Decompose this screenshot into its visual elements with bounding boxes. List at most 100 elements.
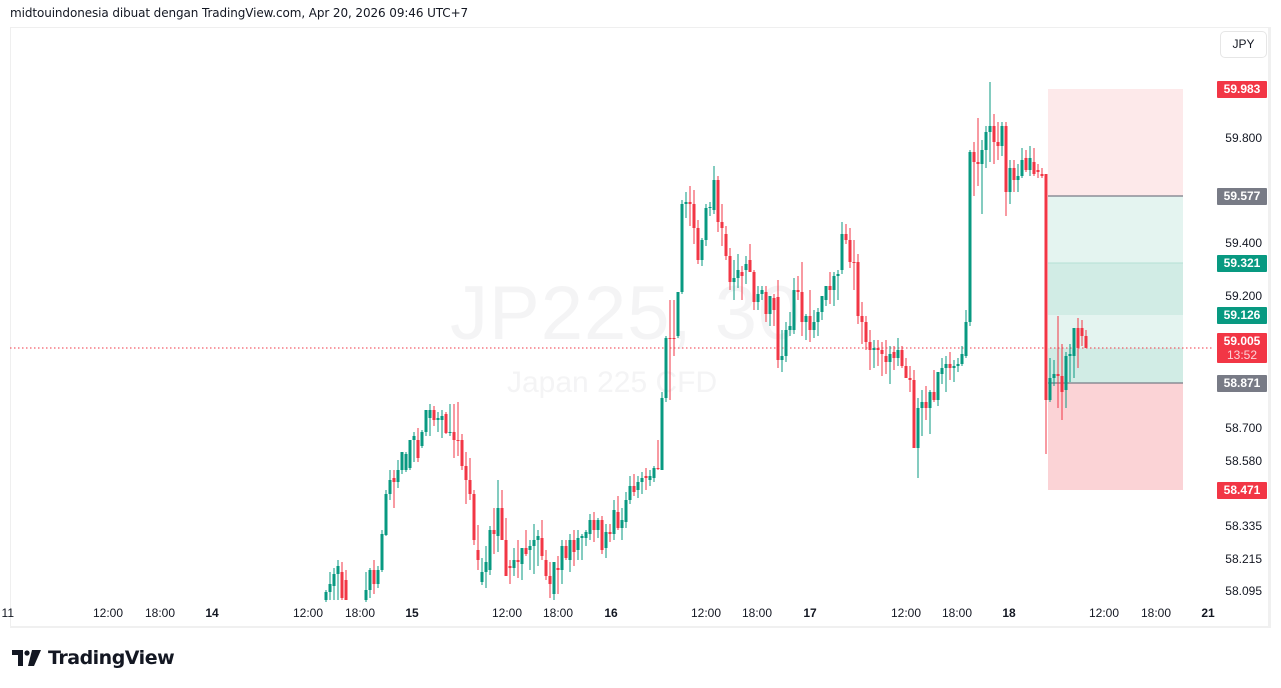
candle bbox=[1012, 160, 1016, 192]
candle bbox=[420, 430, 424, 448]
position-line-tag-value: 59.577 bbox=[1223, 189, 1261, 203]
candle bbox=[488, 526, 492, 575]
candle bbox=[924, 386, 928, 420]
candle bbox=[876, 340, 880, 366]
candle bbox=[576, 530, 580, 560]
candle bbox=[692, 190, 696, 244]
candle bbox=[408, 440, 412, 470]
candle bbox=[1000, 122, 1004, 156]
candle bbox=[880, 342, 884, 376]
candle bbox=[640, 472, 644, 494]
candle bbox=[380, 530, 384, 572]
time-axis-hour-label: 11 bbox=[1, 606, 14, 620]
candle bbox=[828, 272, 832, 304]
candle bbox=[860, 302, 864, 344]
entry-tag[interactable]: 58.871 bbox=[1217, 375, 1267, 392]
candle bbox=[968, 150, 972, 326]
candle bbox=[496, 480, 500, 552]
candle bbox=[672, 300, 676, 356]
candle bbox=[412, 432, 416, 462]
price-tick-label: 59.800 bbox=[1225, 131, 1262, 145]
tradingview-logo[interactable]: TradingView bbox=[12, 646, 175, 670]
candle bbox=[628, 476, 632, 504]
candle bbox=[676, 292, 680, 338]
price-tick-label: 58.095 bbox=[1225, 584, 1262, 598]
candle bbox=[520, 548, 524, 580]
upper-target-zone[interactable] bbox=[1048, 196, 1183, 263]
stop-level-tag[interactable]: 59.983 bbox=[1217, 81, 1267, 98]
candle bbox=[484, 546, 488, 588]
time-axis-hour-label: 12:00 bbox=[491, 606, 523, 620]
candle bbox=[852, 240, 856, 290]
candle bbox=[580, 534, 584, 560]
candle bbox=[608, 524, 612, 542]
candle bbox=[736, 254, 740, 288]
time-axis-day-label: 16 bbox=[604, 606, 618, 620]
upper-stop-zone[interactable] bbox=[1048, 89, 1183, 196]
candle bbox=[504, 518, 508, 576]
candle bbox=[884, 340, 888, 374]
candle bbox=[500, 490, 504, 540]
time-axis-day-label: 18 bbox=[1002, 606, 1016, 620]
candle bbox=[684, 192, 688, 218]
candle bbox=[388, 470, 392, 500]
candle bbox=[1048, 358, 1052, 402]
currency-button[interactable]: JPY bbox=[1220, 31, 1267, 58]
candle bbox=[396, 460, 400, 488]
candle bbox=[668, 300, 672, 400]
time-axis[interactable]: 11 12:00 18:00 14 12:00 18:00 15 12:00 18:00 16 12… bbox=[2, 600, 1215, 627]
candle bbox=[920, 390, 924, 436]
candle bbox=[392, 470, 396, 508]
target-tag-1[interactable]: 59.321 bbox=[1217, 255, 1267, 272]
candle bbox=[424, 410, 428, 436]
position-tool[interactable] bbox=[1048, 89, 1183, 490]
lower-target-zone[interactable] bbox=[1048, 315, 1183, 348]
candle bbox=[636, 476, 640, 498]
time-axis-day-label: 17 bbox=[803, 606, 817, 620]
candle bbox=[340, 562, 344, 600]
candle bbox=[620, 508, 624, 540]
price-tick-label: 58.700 bbox=[1225, 421, 1262, 435]
candle bbox=[372, 560, 376, 594]
candle bbox=[872, 340, 876, 368]
candle bbox=[556, 556, 560, 594]
candle bbox=[812, 310, 816, 338]
candle bbox=[980, 140, 984, 214]
candle bbox=[848, 228, 852, 268]
candle bbox=[544, 550, 548, 580]
candle bbox=[988, 82, 992, 162]
candle bbox=[540, 520, 544, 560]
candle bbox=[468, 458, 472, 500]
candle bbox=[944, 356, 948, 392]
candle bbox=[652, 466, 656, 482]
candle bbox=[752, 270, 756, 310]
price-tick-label: 58.580 bbox=[1225, 454, 1262, 468]
candle bbox=[596, 518, 600, 538]
candle bbox=[792, 278, 796, 334]
lower-stop-zone[interactable] bbox=[1048, 383, 1183, 490]
candle bbox=[816, 308, 820, 336]
candle bbox=[324, 590, 328, 602]
mid-target-zone[interactable] bbox=[1048, 263, 1183, 315]
candle bbox=[772, 294, 776, 326]
candle bbox=[836, 270, 840, 300]
candle bbox=[984, 126, 988, 168]
candle bbox=[832, 272, 836, 306]
candle bbox=[660, 392, 664, 470]
candle bbox=[328, 572, 332, 600]
entry-tag-value: 58.871 bbox=[1223, 376, 1261, 390]
candle bbox=[1068, 344, 1072, 382]
last-price-tag[interactable]: 59.005 13:52 bbox=[1217, 333, 1267, 363]
price-axis[interactable]: 59.800 59.400 59.200 58.700 58.580 58.335 58.2… bbox=[1212, 28, 1268, 600]
time-axis-hour-label: 18:00 bbox=[144, 606, 176, 620]
candle bbox=[376, 566, 380, 588]
position-line-tag[interactable]: 59.577 bbox=[1217, 188, 1267, 205]
candle bbox=[656, 440, 660, 470]
candle bbox=[744, 256, 748, 284]
target-tag-2[interactable]: 59.126 bbox=[1217, 307, 1267, 324]
tradingview-logo-icon bbox=[12, 650, 41, 666]
lower-level-tag[interactable]: 58.471 bbox=[1217, 482, 1267, 499]
time-axis-hour-label: 12:00 bbox=[92, 606, 124, 620]
entry-zone[interactable] bbox=[1048, 348, 1183, 383]
